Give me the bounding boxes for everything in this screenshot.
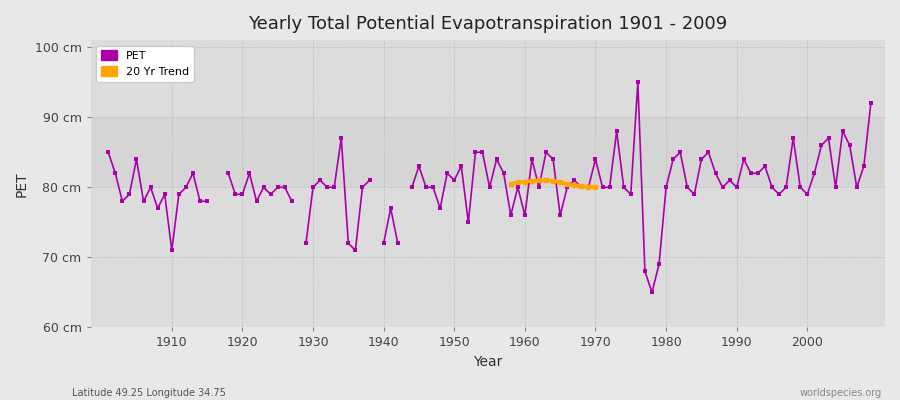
Text: worldspecies.org: worldspecies.org bbox=[800, 388, 882, 398]
Title: Yearly Total Potential Evapotranspiration 1901 - 2009: Yearly Total Potential Evapotranspiratio… bbox=[248, 15, 727, 33]
X-axis label: Year: Year bbox=[473, 355, 502, 369]
Y-axis label: PET: PET bbox=[15, 171, 29, 196]
Text: Latitude 49.25 Longitude 34.75: Latitude 49.25 Longitude 34.75 bbox=[72, 388, 226, 398]
Bar bbox=[91, 117, 885, 187]
Legend: PET, 20 Yr Trend: PET, 20 Yr Trend bbox=[96, 46, 194, 82]
